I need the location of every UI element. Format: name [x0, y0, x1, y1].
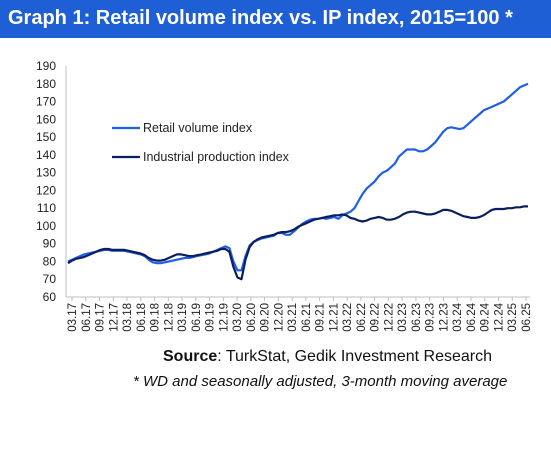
x-tick-label: 03.20 — [232, 303, 244, 332]
x-tick-label: 06.20 — [246, 303, 258, 332]
x-tick-label: 03.21 — [287, 303, 299, 332]
source-text: : TurkStat, Gedik Investment Research — [217, 348, 493, 365]
x-tick-label: 09.19 — [205, 303, 217, 332]
x-tick-label: 09.24 — [480, 302, 492, 331]
footnote: * WD and seasonally adjusted, 3-month mo… — [133, 373, 508, 390]
source-line: Source: TurkStat, Gedik Investment Resea… — [163, 348, 492, 366]
x-tick-label: 06.18 — [136, 303, 148, 332]
x-tick-label: 12.21 — [328, 303, 340, 332]
x-tick-label: 06.21 — [301, 303, 313, 332]
y-tick-label: 90 — [43, 237, 57, 251]
x-tick-label: 06.24 — [466, 302, 478, 331]
y-tick-label: 110 — [37, 201, 56, 215]
x-tick-label: 03.23 — [397, 303, 409, 332]
line-chart: 60 70 80 90 100 110 120 130 140 150 160 170 180 190 03… — [36, 59, 533, 332]
y-tick-label: 60 — [43, 290, 57, 304]
x-tick-label: 03.25 — [507, 303, 519, 332]
x-tick-label: 09.18 — [150, 303, 162, 332]
x-tick-label: 12.24 — [493, 302, 505, 331]
x-tick-label: 09.21 — [315, 303, 327, 332]
x-tick-label: 09.23 — [425, 303, 437, 332]
y-tick-label: 150 — [36, 130, 56, 144]
x-tick-label: 06.19 — [191, 303, 203, 332]
y-tick-label: 180 — [36, 77, 56, 91]
x-tick-label: 09.20 — [260, 303, 272, 332]
x-tick-label: 12.17 — [108, 303, 120, 332]
x-tick-label: 12.23 — [438, 303, 450, 332]
y-tick-label: 190 — [36, 59, 56, 73]
x-tick-label: 06.25 — [521, 303, 533, 332]
x-tick-label: 03.18 — [122, 303, 134, 332]
x-tick-label: 06.23 — [411, 303, 423, 332]
y-tick-label: 100 — [36, 219, 56, 233]
x-tick-label: 09.22 — [370, 303, 382, 332]
chart-title-bar: Graph 1: Retail volume index vs. IP inde… — [0, 0, 551, 38]
y-tick-label: 120 — [36, 183, 56, 197]
y-tick-label: 130 — [36, 166, 56, 180]
legend-label: Industrial production index — [143, 150, 290, 164]
y-tick-label: 80 — [43, 254, 57, 268]
x-tick-label: 12.19 — [218, 303, 230, 332]
y-tick-label: 70 — [43, 272, 57, 286]
x-tick-label: 06.17 — [81, 303, 93, 332]
x-tick-label: 06.22 — [356, 303, 368, 332]
legend-label: Retail volume index — [143, 121, 253, 135]
x-tick-label: 12.20 — [273, 303, 285, 332]
x-tick-label: 12.18 — [163, 303, 175, 332]
x-tick-label: 03.22 — [342, 303, 354, 332]
y-tick-label: 140 — [36, 148, 56, 162]
y-tick-label: 160 — [36, 112, 56, 126]
chart-title: Graph 1: Retail volume index vs. IP inde… — [8, 7, 513, 29]
series-line-industrial-production — [67, 205, 528, 281]
x-tick-label: 03.19 — [177, 303, 189, 332]
y-tick-label: 170 — [36, 95, 56, 109]
x-tick-label: 12.22 — [383, 303, 395, 332]
x-tick-label: 09.17 — [95, 303, 107, 332]
x-tick-label: 03.17 — [67, 303, 79, 332]
x-tick-label: 03.24 — [452, 302, 464, 331]
series-line-retail-volume — [67, 82, 529, 272]
source-label: Source — [163, 348, 218, 365]
